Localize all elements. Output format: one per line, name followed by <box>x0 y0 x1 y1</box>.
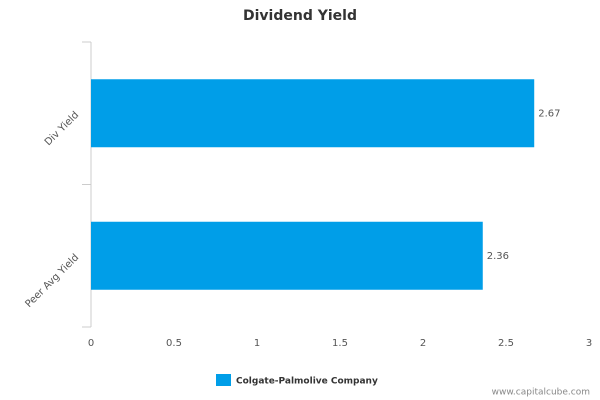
x-tick-label: 2.5 <box>498 338 514 349</box>
chart-title: Dividend Yield <box>243 8 357 24</box>
x-tick-label: 2 <box>420 338 426 349</box>
data-label: 2.67 <box>538 108 560 119</box>
x-tick-label: 3 <box>586 338 592 349</box>
bar <box>91 221 483 290</box>
x-tick-label: 0.5 <box>166 338 182 349</box>
data-label: 2.36 <box>487 251 509 262</box>
legend-label: Colgate-Palmolive Company <box>236 377 378 387</box>
y-tick-label: Peer Avg Yield <box>23 252 81 310</box>
x-tick-label: 0 <box>88 338 94 349</box>
x-tick-label: 1 <box>254 338 260 349</box>
watermark: www.capitalcube.com <box>492 388 590 398</box>
bar <box>91 79 535 148</box>
legend-swatch <box>216 374 231 386</box>
y-tick-label: Div Yield <box>43 110 81 148</box>
x-tick-label: 1.5 <box>332 338 348 349</box>
